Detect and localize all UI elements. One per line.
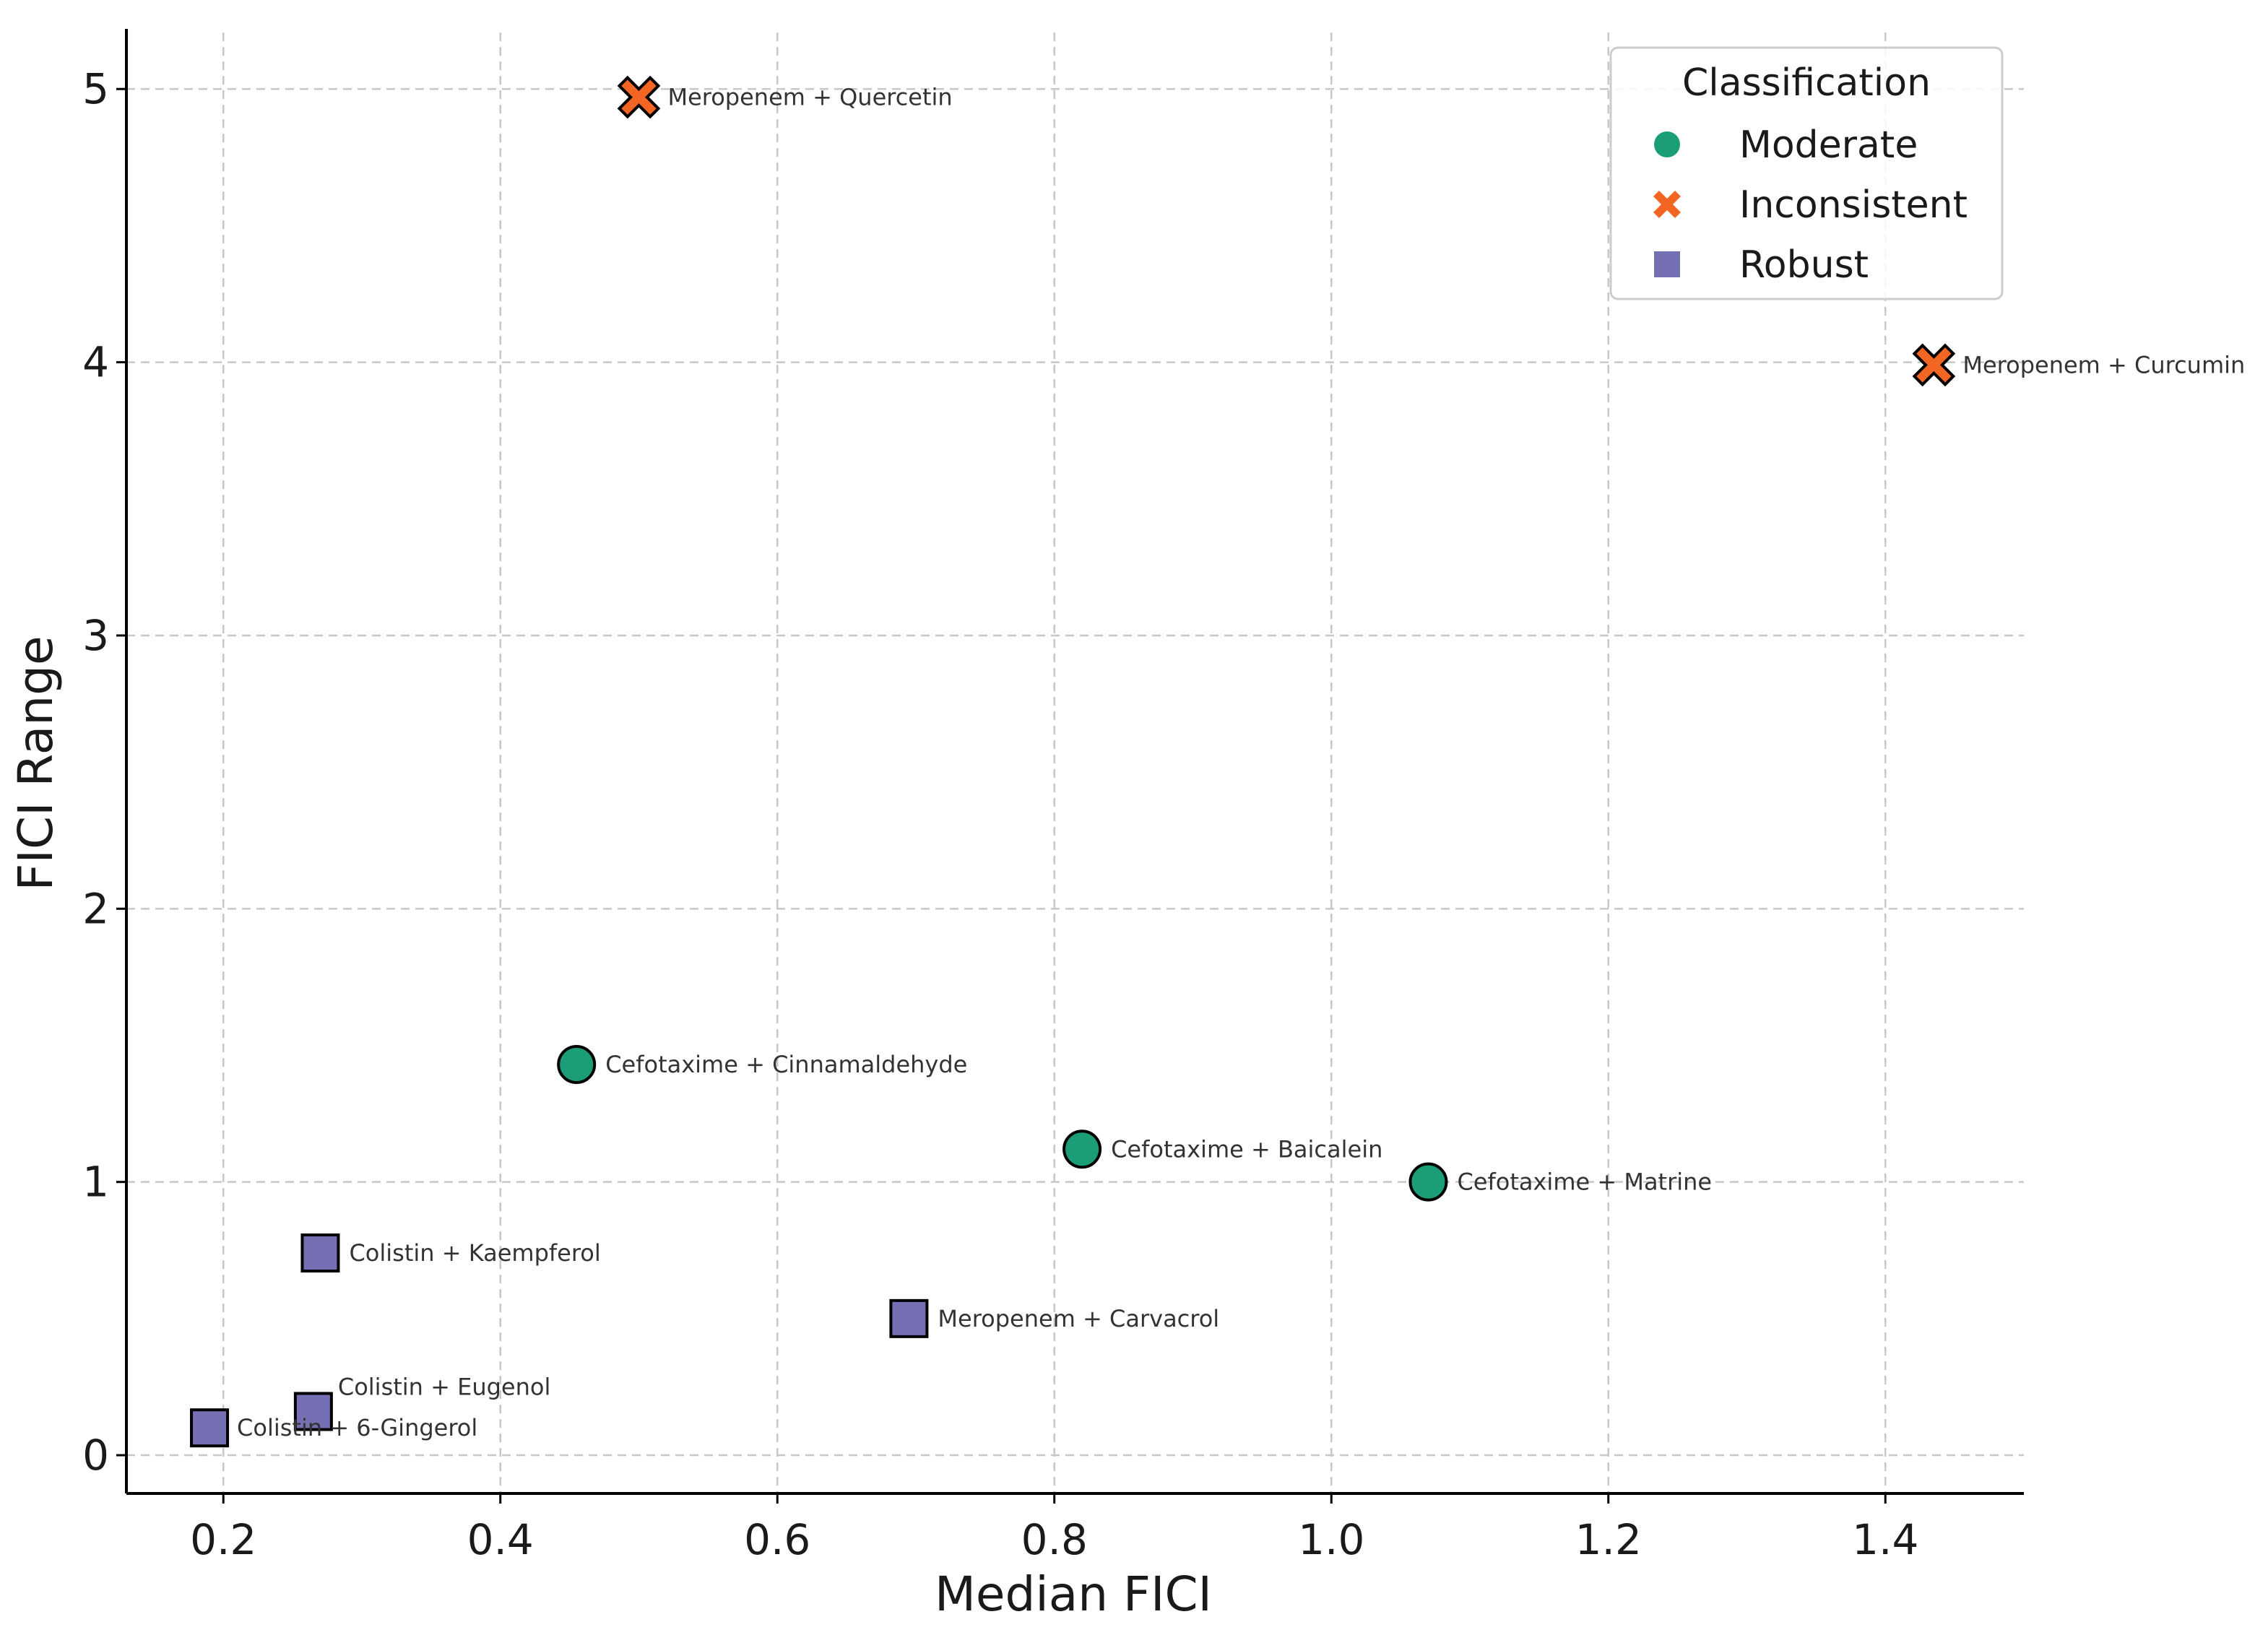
legend-marker-inconsistent (1653, 191, 1681, 218)
legend-marker-robust (1654, 251, 1680, 277)
point-label-meropenem-curcumin: Meropenem + Curcumin (1962, 351, 2245, 378)
y-tick-label: 0 (82, 1431, 109, 1480)
point-colistin-6-gingerol (190, 1408, 230, 1448)
legend-title: Classification (1682, 61, 1931, 105)
point-label-cefotaxime-matrine: Cefotaxime + Matrine (1457, 1168, 1712, 1196)
tick-labels: 0.2 0.4 0.6 0.8 1.0 1.2 1.4 0 1 2 3 4 5 (82, 64, 1918, 1564)
point-cefotaxime-matrine (1408, 1162, 1448, 1202)
y-tick-label: 5 (82, 64, 109, 113)
axes (116, 29, 2024, 1504)
y-tick-label: 1 (82, 1158, 109, 1207)
point-label-colistin-kaempferol: Colistin + Kaempferol (349, 1239, 600, 1267)
x-tick-label: 0.4 (467, 1515, 534, 1564)
legend-label-inconsistent: Inconsistent (1739, 183, 1968, 227)
point-cefotaxime-cinnamaldehyde (557, 1044, 597, 1084)
y-tick-label: 2 (82, 884, 109, 933)
x-tick-label: 1.0 (1298, 1515, 1364, 1564)
y-tick-label: 3 (82, 611, 109, 660)
point-label-colistin-6-gingerol: Colistin + 6-Gingerol (237, 1414, 477, 1441)
x-tick-label: 0.6 (744, 1515, 810, 1564)
x-tick-label: 0.2 (190, 1515, 256, 1564)
legend-label-moderate: Moderate (1739, 123, 1918, 167)
legend-box (1609, 46, 2004, 300)
legend-marker-moderate (1654, 131, 1680, 157)
x-tick-label: 1.4 (1852, 1515, 1918, 1564)
point-label-cefotaxime-baicalein: Cefotaxime + Baicalein (1111, 1135, 1382, 1163)
legend-label-robust: Robust (1739, 243, 1869, 287)
point-meropenem-quercetin (617, 75, 661, 119)
y-tick-label: 4 (82, 338, 109, 387)
point-colistin-kaempferol (300, 1233, 340, 1273)
legend: Classification Moderate Inconsistent Robust (1609, 46, 2004, 300)
x-tick-label: 0.8 (1021, 1515, 1088, 1564)
y-axis-label: FICI Range (8, 636, 64, 890)
point-labels: Meropenem + Quercetin Meropenem + Curcumi… (237, 84, 2245, 1442)
point-label-meropenem-carvacrol: Meropenem + Carvacrol (938, 1305, 1219, 1332)
point-label-meropenem-quercetin: Meropenem + Quercetin (667, 84, 952, 111)
point-meropenem-carvacrol (889, 1298, 929, 1338)
point-label-colistin-eugenol: Colistin + Eugenol (338, 1373, 551, 1400)
point-cefotaxime-baicalein (1062, 1129, 1102, 1169)
point-label-cefotaxime-cinnamaldehyde: Cefotaxime + Cinnamaldehyde (605, 1051, 967, 1078)
x-axis-label: Median FICI (935, 1566, 1212, 1622)
point-colistin-eugenol (293, 1392, 333, 1431)
x-tick-label: 1.2 (1575, 1515, 1642, 1564)
point-meropenem-curcumin (1912, 343, 1956, 387)
data-points (190, 75, 1956, 1448)
